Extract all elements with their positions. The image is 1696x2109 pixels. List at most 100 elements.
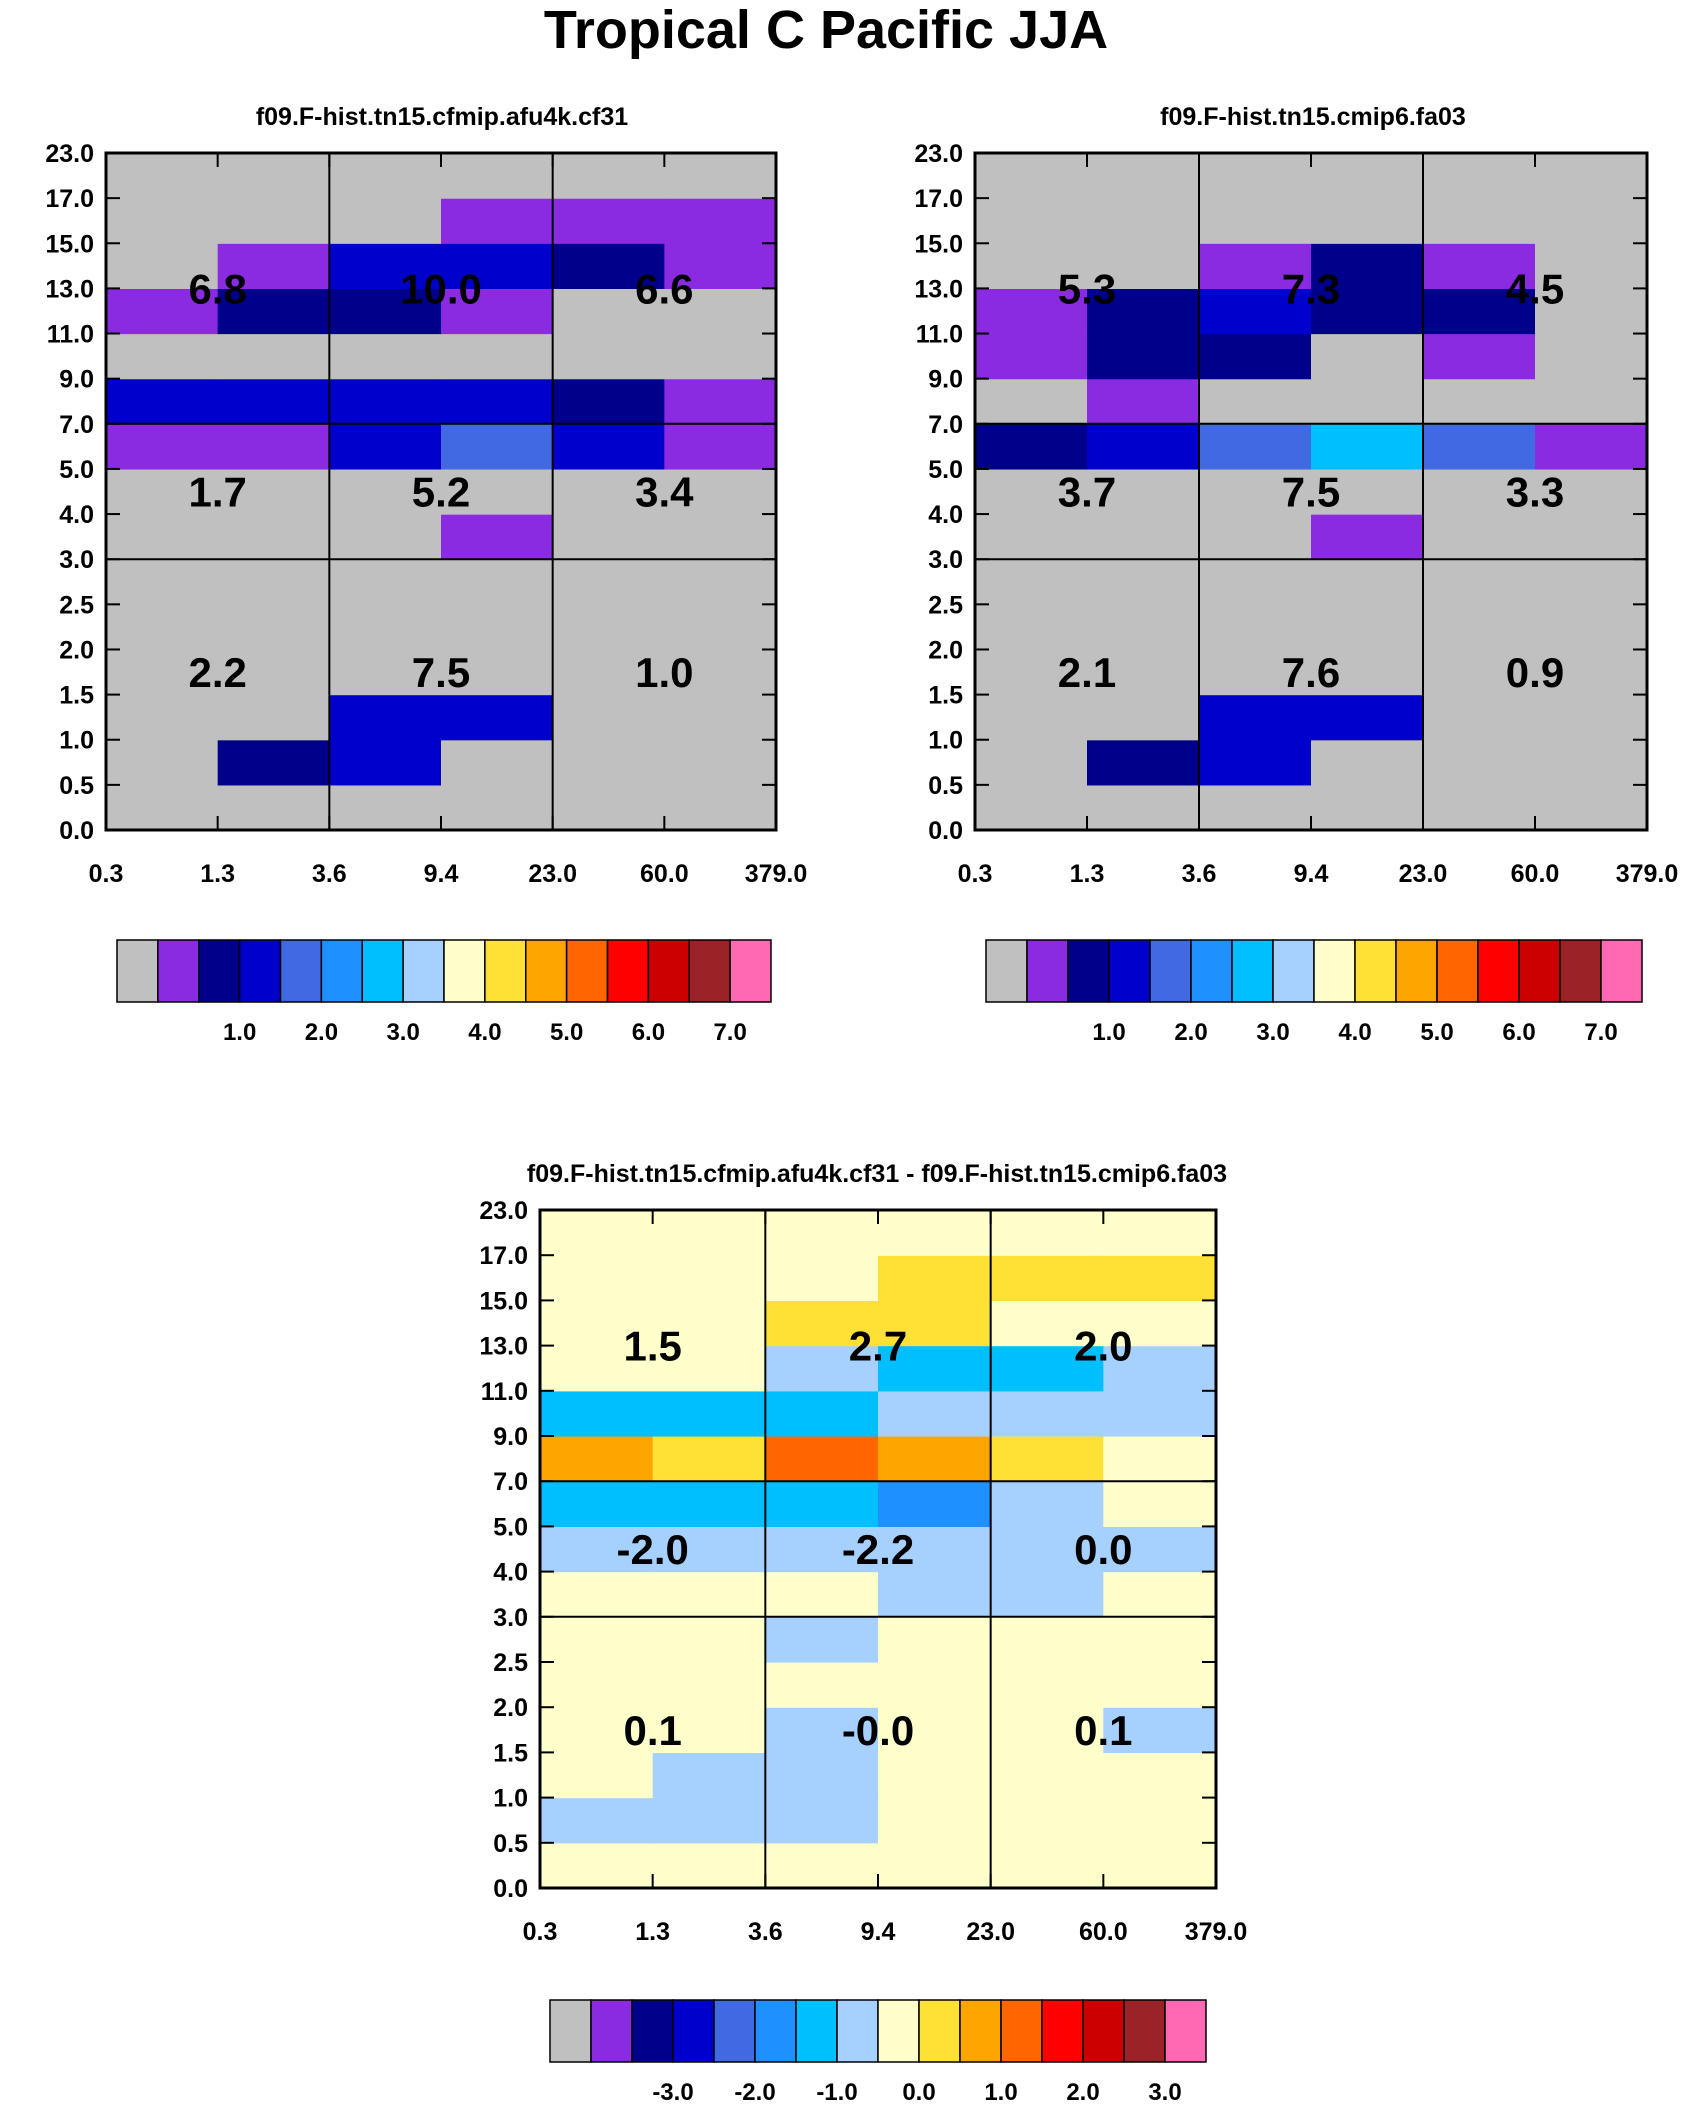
diff-cell-3-4 [990, 1707, 1104, 1753]
right-colorbar-swatch [1395, 939, 1438, 1003]
diff-colorbar-swatch [836, 1999, 879, 2063]
right-colorbar-label: 1.0 [1092, 1019, 1125, 1046]
left-cell-14-4 [552, 153, 665, 199]
diff-y-tick-label: 1.0 [493, 1785, 528, 1813]
diff-cell-9-1 [652, 1436, 766, 1482]
left-colorbar-label: 5.0 [550, 1019, 583, 1046]
diff-cell-6-3 [878, 1571, 992, 1618]
right-colorbar-swatch [1600, 939, 1643, 1003]
left-colorbar-swatch [484, 939, 527, 1003]
left-cell-10-0 [106, 333, 219, 380]
left-cell-0-0 [106, 784, 219, 831]
left-cell-11-5 [664, 288, 777, 335]
left-group-value-label: 6.8 [188, 265, 246, 312]
right-x-tick-label: 379.0 [1616, 860, 1679, 888]
left-cell-0-1 [217, 784, 330, 831]
diff-cell-0-4 [990, 1842, 1104, 1889]
left-cell-4-3 [441, 604, 554, 651]
right-cell-5-1 [1087, 559, 1200, 605]
right-cell-5-2 [1199, 559, 1312, 605]
diff-cell-2-3 [878, 1752, 992, 1799]
diff-cell-2-1 [652, 1752, 766, 1799]
right-cell-14-1 [1087, 153, 1200, 199]
right-cell-7-1 [1087, 468, 1200, 515]
diff-y-tick-label: 5.0 [493, 1513, 528, 1541]
right-cell-4-3 [1311, 604, 1424, 651]
diff-cell-3-2 [765, 1707, 879, 1753]
left-colorbar-swatch [361, 939, 404, 1003]
right-colorbar-label: 2.0 [1174, 1019, 1207, 1046]
right-cell-2-2 [1199, 694, 1312, 741]
left-cell-11-3 [441, 288, 554, 335]
left-x-tick-label: 60.0 [640, 860, 689, 888]
diff-x-tick-label: 1.3 [635, 1918, 670, 1946]
right-cell-5-0 [975, 559, 1088, 605]
left-cell-9-3 [441, 378, 554, 425]
left-cell-13-4 [552, 198, 665, 244]
right-cell-6-0 [975, 514, 1088, 560]
left-cell-4-0 [106, 604, 219, 651]
diff-cell-10-5 [1103, 1390, 1217, 1437]
diff-group-value-label: -2.0 [616, 1526, 688, 1573]
right-cell-1-0 [975, 739, 1088, 786]
left-cell-0-5 [664, 784, 777, 831]
right-colorbar-swatch [1354, 939, 1397, 1003]
right-y-tick-label: 1.5 [928, 682, 963, 710]
diff-cell-6-0 [540, 1571, 654, 1618]
right-cell-12-0 [975, 243, 1088, 289]
right-cell-6-5 [1535, 514, 1648, 560]
left-cell-9-1 [217, 378, 330, 425]
left-cell-14-0 [106, 153, 219, 199]
left-colorbar-swatch [238, 939, 282, 1003]
diff-cell-7-1 [652, 1526, 766, 1573]
right-cell-6-2 [1199, 514, 1312, 560]
left-cell-12-1 [217, 243, 330, 289]
diff-cell-12-3 [878, 1300, 992, 1347]
diff-cell-0-5 [1103, 1842, 1217, 1889]
diff-group-value-label: 1.5 [623, 1323, 681, 1370]
left-cell-8-0 [106, 423, 219, 470]
left-y-tick-label: 13.0 [45, 275, 94, 303]
diff-cell-11-2 [765, 1345, 879, 1392]
right-group-value-label: 2.1 [1058, 649, 1116, 696]
left-colorbar-swatch [729, 939, 772, 1003]
diff-cell-3-1 [652, 1707, 766, 1753]
right-y-tick-label: 2.0 [928, 636, 963, 664]
right-group-value-label: 3.7 [1058, 469, 1116, 516]
diff-y-tick-label: 23.0 [479, 1197, 528, 1225]
left-cell-11-0 [106, 288, 219, 335]
left-cell-6-3 [441, 514, 554, 560]
diff-cell-8-1 [652, 1481, 766, 1527]
diff-cell-6-4 [990, 1571, 1104, 1618]
diff-cell-2-4 [990, 1752, 1104, 1799]
right-cell-7-4 [1423, 468, 1536, 515]
right-cell-8-5 [1535, 423, 1648, 470]
diff-cell-13-2 [765, 1255, 879, 1301]
right-cell-9-0 [975, 378, 1088, 425]
left-cell-6-2 [329, 514, 442, 560]
right-y-tick-label: 0.0 [928, 817, 963, 845]
diff-y-tick-label: 0.5 [493, 1830, 528, 1858]
diff-colorbar-swatch [918, 1999, 961, 2063]
right-cell-11-2 [1199, 288, 1312, 335]
diff-cell-1-4 [990, 1797, 1104, 1844]
left-cell-10-2 [329, 333, 442, 380]
left-cell-14-2 [329, 153, 442, 199]
left-cell-12-2 [329, 243, 442, 289]
right-colorbar-label: 7.0 [1584, 1019, 1617, 1046]
right-y-tick-label: 2.5 [928, 591, 963, 619]
left-colorbar-swatch [402, 939, 445, 1003]
left-cell-6-1 [217, 514, 330, 560]
left-cell-1-3 [441, 739, 554, 786]
right-cell-3-2 [1199, 649, 1312, 696]
left-cell-3-3 [441, 649, 554, 696]
left-cell-3-1 [217, 649, 330, 696]
diff-cell-4-5 [1103, 1662, 1217, 1708]
left-cell-1-0 [106, 739, 219, 786]
left-colorbar-swatch [198, 939, 241, 1003]
diff-y-tick-label: 2.0 [493, 1694, 528, 1722]
right-cell-8-3 [1311, 423, 1424, 470]
left-colorbar-label: 6.0 [632, 1019, 665, 1046]
diff-cell-5-3 [878, 1616, 992, 1663]
diff-cell-13-1 [652, 1255, 766, 1301]
